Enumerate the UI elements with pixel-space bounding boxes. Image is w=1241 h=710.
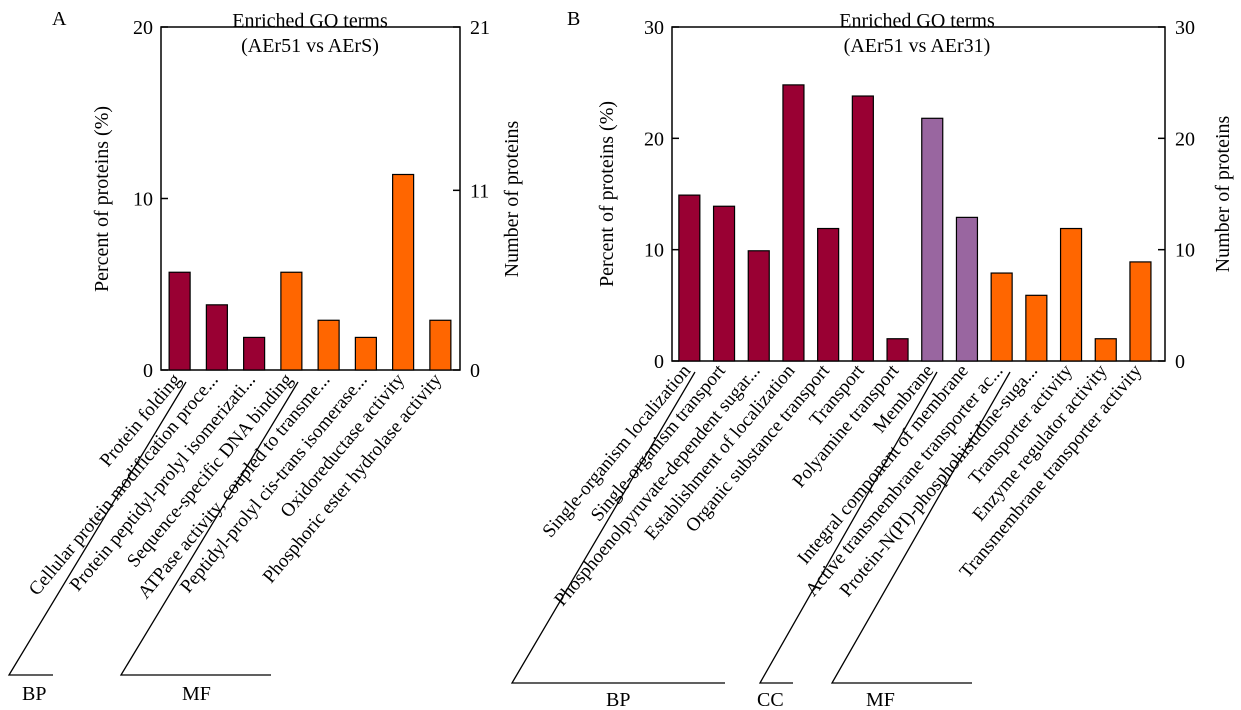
- bars-b: [678, 84, 1152, 362]
- bar: [429, 319, 452, 371]
- bar: [1025, 294, 1048, 362]
- panel-label-b: B: [567, 8, 580, 30]
- y-tick-label-right: 0: [470, 360, 480, 382]
- y-tick-label-left: 30: [644, 17, 664, 39]
- bar: [205, 304, 228, 371]
- bar: [1094, 338, 1117, 362]
- bar: [955, 216, 979, 362]
- y-ticks-a: 0 10 20 0 11 21: [133, 17, 490, 382]
- group-bracket-label: CC: [757, 689, 784, 710]
- chart-title-b-line2: (AEr51 vs AEr31): [844, 35, 991, 57]
- panel-b: B Enriched GO terms (AEr51 vs AEr31) Per…: [510, 8, 1234, 710]
- y-tick-label-right: 30: [1175, 17, 1195, 39]
- y-axis-label-left-a: Percent of proteins (%): [91, 106, 113, 292]
- chart-title-a-line2: (AEr51 vs AErS): [241, 35, 379, 57]
- chart-title-b-line1: Enriched GO terms: [839, 10, 995, 32]
- bar: [990, 272, 1013, 362]
- bar: [1059, 227, 1083, 362]
- y-tick-label-left: 0: [654, 351, 664, 373]
- bar: [782, 84, 805, 362]
- group-bracket-label: MF: [182, 683, 211, 705]
- bar: [886, 338, 909, 362]
- y-tick-label-left: 0: [143, 360, 153, 382]
- y-ticks-b: 0 10 20 30 0 10 20 30: [644, 17, 1195, 373]
- panel-a: A Enriched GO terms (AEr51 vs AErS) Perc…: [7, 8, 523, 705]
- bars-a: [168, 173, 452, 371]
- y-tick-label-left: 10: [133, 189, 153, 211]
- group-bracket-label: BP: [22, 683, 46, 705]
- group-bracket-line: [7, 381, 187, 676]
- bar: [317, 319, 340, 371]
- bar: [747, 250, 770, 362]
- chart-title-a-line1: Enriched GO terms: [232, 10, 388, 32]
- y-tick-label-right: 0: [1175, 351, 1185, 373]
- group-bracket-line: [830, 371, 1011, 684]
- group-brackets-a: BP MF: [7, 381, 299, 705]
- y-tick-label-right: 21: [470, 17, 490, 39]
- group-bracket-label: BP: [606, 689, 630, 710]
- group-bracket-label: MF: [866, 689, 895, 710]
- bar: [1129, 261, 1152, 362]
- bar: [678, 194, 701, 362]
- bar: [168, 271, 191, 371]
- y-tick-label-right: 10: [1175, 240, 1195, 262]
- y-tick-label-left: 10: [644, 240, 664, 262]
- bar: [392, 173, 415, 371]
- plot-frame-b: [671, 26, 1166, 362]
- y-tick-label-left: 20: [133, 17, 153, 39]
- bar: [354, 336, 377, 371]
- x-tick-labels-b: Single-organism localizationSingle-organ…: [539, 360, 1147, 610]
- group-bracket-line: [510, 371, 725, 684]
- bar: [280, 271, 303, 371]
- group-bracket-line: [119, 381, 299, 676]
- panel-label-a: A: [52, 8, 67, 30]
- y-tick-label-left: 20: [644, 128, 664, 150]
- bar: [921, 117, 944, 362]
- bar: [851, 95, 874, 362]
- group-brackets-b: BP CC MF: [510, 371, 1011, 710]
- y-tick-label-right: 11: [470, 180, 489, 202]
- bar: [817, 227, 840, 362]
- y-axis-label-right-b: Number of proteins: [1212, 115, 1234, 272]
- y-axis-label-left-b: Percent of proteins (%): [596, 101, 618, 287]
- y-axis-label-right-a: Number of proteins: [501, 120, 523, 277]
- bar: [712, 205, 736, 362]
- bar: [243, 336, 266, 371]
- group-bracket-line: [758, 371, 938, 684]
- y-tick-label-right: 20: [1175, 128, 1195, 150]
